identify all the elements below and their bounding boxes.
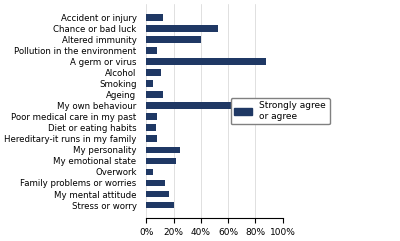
- Bar: [146, 135, 157, 142]
- Bar: [146, 47, 157, 54]
- Bar: [146, 58, 266, 65]
- Bar: [146, 180, 165, 186]
- Bar: [146, 69, 161, 76]
- Bar: [146, 202, 174, 208]
- Bar: [146, 14, 163, 20]
- Bar: [146, 191, 170, 197]
- Bar: [146, 80, 153, 87]
- Bar: [146, 147, 180, 153]
- Bar: [146, 169, 153, 175]
- Legend: Strongly agree
or agree: Strongly agree or agree: [230, 98, 330, 124]
- Bar: [146, 113, 157, 120]
- Bar: [146, 158, 176, 164]
- Bar: [146, 36, 201, 43]
- Bar: [146, 25, 218, 32]
- Bar: [146, 102, 242, 109]
- Bar: [146, 91, 163, 98]
- Bar: [146, 124, 156, 131]
